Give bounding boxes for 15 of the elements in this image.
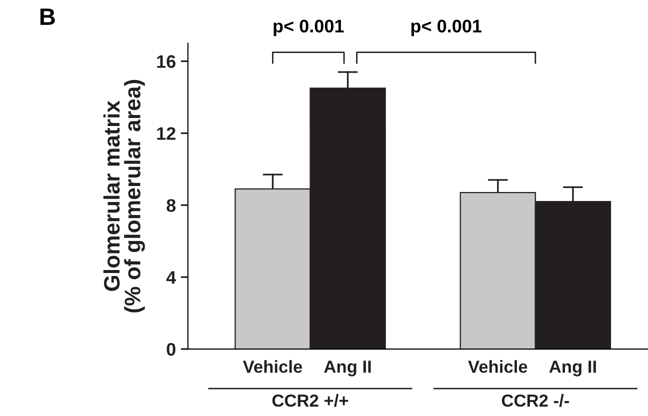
y-tick-label: 0 xyxy=(166,342,176,356)
text: p< 0.001 xyxy=(274,20,344,36)
x-tick-label: Ang II xyxy=(324,360,371,376)
text: B xyxy=(40,8,55,25)
x-tick-label: Vehicle xyxy=(468,360,528,373)
x-tick-label: Ang II xyxy=(549,360,596,376)
x-tick-label: Vehicle xyxy=(242,360,302,373)
y-tick-label: 8 xyxy=(166,199,176,212)
text: p< 0.001 xyxy=(411,20,482,36)
y-tick-label: 4 xyxy=(166,271,176,284)
text: CCR2 +/+ xyxy=(272,394,348,407)
text: CCR2 -/- xyxy=(502,394,569,407)
y-axis-title: Glomerular matrix (% of glomerular area) xyxy=(103,80,145,312)
y-tick-label: 16 xyxy=(157,55,176,68)
y-tick-label: 12 xyxy=(157,127,176,140)
